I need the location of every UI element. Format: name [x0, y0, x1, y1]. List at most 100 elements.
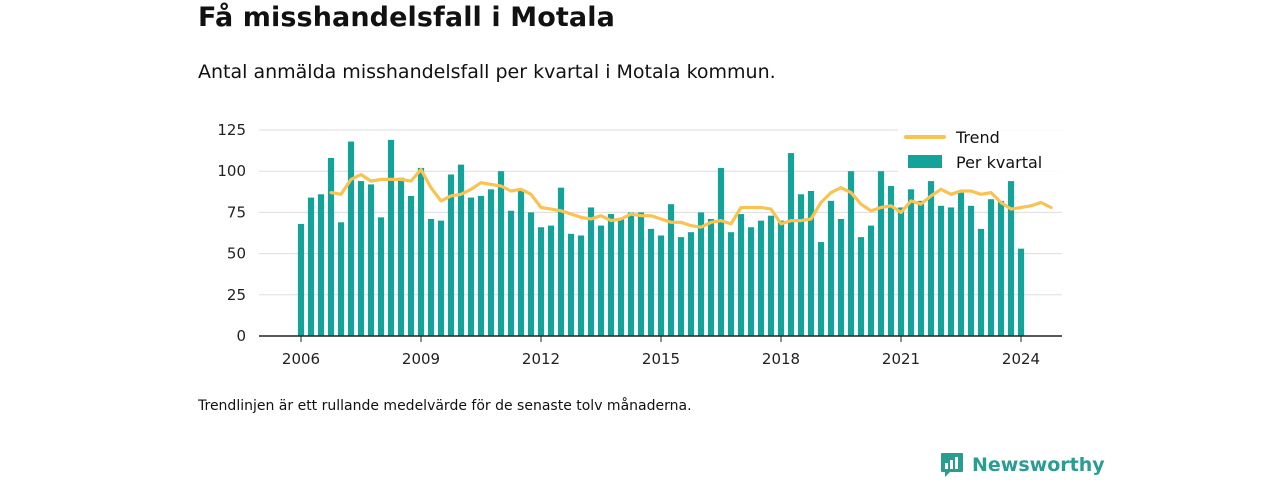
bar	[717, 167, 725, 336]
bar	[607, 214, 615, 336]
bar	[967, 205, 975, 336]
bar	[537, 227, 545, 336]
bar	[507, 210, 515, 336]
bar	[517, 190, 525, 336]
y-tick-label: 75	[227, 203, 246, 221]
bar	[837, 218, 845, 336]
bar	[787, 153, 795, 336]
bar	[977, 228, 985, 336]
bar	[377, 217, 385, 336]
x-tick-label: 2024	[1002, 350, 1040, 368]
newsworthy-logo-icon	[941, 453, 963, 477]
brand-name: Newsworthy	[972, 454, 1105, 476]
bar	[1017, 248, 1025, 336]
bar	[917, 200, 925, 336]
bar	[417, 167, 425, 336]
bar	[497, 171, 505, 336]
bar	[347, 141, 355, 336]
x-tick-label: 2015	[642, 350, 680, 368]
y-tick-label: 50	[227, 245, 246, 263]
bar	[927, 181, 935, 336]
bar	[427, 218, 435, 336]
legend-background	[898, 124, 1063, 178]
bar	[387, 139, 395, 336]
x-tick-label: 2009	[402, 350, 440, 368]
bar	[337, 222, 345, 336]
bar	[737, 214, 745, 336]
y-tick-label: 125	[217, 121, 246, 139]
trend-line-layer	[329, 168, 1053, 229]
x-tick-label: 2018	[762, 350, 800, 368]
brand-logo[interactable]: Newsworthy	[940, 452, 1105, 478]
bar	[697, 212, 705, 336]
bar	[567, 233, 575, 336]
bar	[727, 232, 735, 336]
bar	[767, 215, 775, 336]
bar	[627, 212, 635, 336]
legend-bar-swatch	[908, 155, 942, 168]
legend-trend-label: Trend	[955, 128, 1000, 147]
bar	[357, 181, 365, 336]
bar	[547, 225, 555, 336]
bar	[747, 227, 755, 336]
bar	[577, 235, 585, 336]
bar	[1007, 181, 1015, 336]
bar	[667, 204, 675, 336]
bar	[757, 220, 765, 336]
x-tick-label: 2012	[522, 350, 560, 368]
x-tick-label: 2021	[882, 350, 920, 368]
bar	[777, 220, 785, 336]
bar	[587, 207, 595, 336]
bar	[687, 232, 695, 336]
bar	[947, 207, 955, 336]
bar	[397, 177, 405, 336]
bar	[307, 197, 315, 336]
chart-title: Få misshandelsfall i Motala	[198, 2, 615, 33]
chart-subtitle: Antal anmälda misshandelsfall per kvarta…	[198, 61, 776, 83]
bar-chart: 0 25 50 75 100 125 2006 2009 2012 2015 2018 2021 202…	[217, 121, 1063, 368]
bar	[647, 228, 655, 336]
bar	[877, 171, 885, 336]
bar	[407, 195, 415, 336]
y-tick-label: 0	[236, 327, 246, 345]
legend-bar-label: Per kvartal	[956, 153, 1042, 172]
bar	[367, 184, 375, 336]
x-tick-label: 2006	[282, 350, 320, 368]
bar	[857, 237, 865, 336]
bar	[327, 158, 335, 336]
bar	[827, 200, 835, 336]
bar	[297, 223, 305, 336]
bar	[637, 212, 645, 336]
bar	[907, 189, 915, 336]
bars	[297, 139, 1025, 336]
bar	[677, 237, 685, 336]
bar	[657, 235, 665, 336]
bar	[707, 218, 715, 336]
bar	[867, 225, 875, 336]
bar	[457, 164, 465, 336]
bar	[527, 212, 535, 336]
trend-line	[329, 168, 1053, 229]
bar	[487, 189, 495, 336]
bar	[797, 194, 805, 336]
bar	[557, 187, 565, 336]
bar	[807, 190, 815, 336]
bar	[447, 174, 455, 336]
bar	[937, 205, 945, 336]
axes: 0 25 50 75 100 125 2006 2009 2012 2015 2018 2021 202…	[217, 121, 1062, 368]
bar	[437, 220, 445, 336]
bar	[597, 225, 605, 336]
bar	[897, 207, 905, 336]
bar	[467, 197, 475, 336]
bar	[887, 186, 895, 336]
chart-footnote: Trendlinjen är ett rullande medelvärde f…	[198, 398, 692, 414]
bar	[617, 218, 625, 336]
bar	[957, 192, 965, 336]
bar	[847, 171, 855, 336]
legend: Trend Per kvartal	[898, 124, 1063, 178]
bar	[817, 242, 825, 336]
y-tick-label: 100	[217, 162, 246, 180]
bar	[317, 194, 325, 336]
bar	[987, 199, 995, 336]
bar	[477, 195, 485, 336]
